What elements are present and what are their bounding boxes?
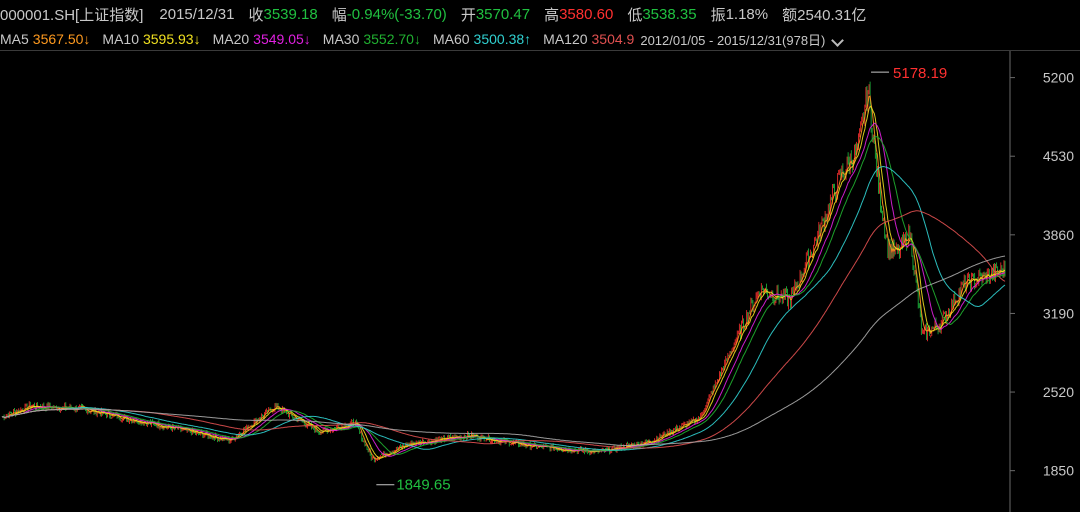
ma20-value: 3549.05↓ [253,31,311,47]
y-tick-label: 4530 [1043,148,1074,164]
ma20-label: MA20 [212,31,250,47]
quote-date: 2015/12/31 [159,5,235,23]
ma5-value: 3567.50↓ [32,31,91,47]
ma10-label: MA10 [102,31,139,47]
candles [2,81,1006,463]
quote-header: 000001.SH[上证指数] 2015/12/31 收 3539.18 幅 -… [0,2,1080,26]
ma-line-ma250 [1,255,1006,446]
y-tick-label: 3190 [1043,305,1074,321]
close-label: 收 [248,6,264,24]
low-label: 低 [627,6,643,24]
ma-line-ma60 [1,165,1006,451]
change-value: -0.94%(-33.70) [346,5,447,23]
high-value: 3580.60 [559,5,614,23]
min-label: 1849.65 [396,477,450,494]
ma-line-ma120 [1,210,1006,449]
ma120-label: MA120 [543,31,588,47]
low-value: 3538.35 [642,5,697,23]
symbol-name: 000001.SH[上证指数] [0,6,144,24]
amount-label: 额 [782,6,798,24]
max-label: 5178.19 [893,65,947,82]
ma-line-ma10 [1,105,1006,459]
chevron-down-icon[interactable] [831,32,845,46]
ma-legend-bar: MA5 3567.50↓ MA10 3595.93↓ MA20 3549.05↓… [0,28,1080,50]
ma30-label: MA30 [322,31,360,47]
ma30-value: 3552.70↓ [363,31,421,47]
date-range: 2012/01/05 - 2015/12/31(978日) [640,32,826,48]
ma120-value: 3504.9 [591,31,635,47]
ma-line-ma30 [1,136,1005,455]
open-label: 开 [460,6,476,24]
high-label: 高 [544,6,560,24]
close-value: 3539.18 [263,5,318,23]
ma60-label: MA60 [432,31,470,47]
y-tick-label: 2520 [1043,384,1074,400]
candlestick-chart[interactable]: 5200 4530 3860 3190 2520 1850 5178.19 1849.65 [0,50,1080,512]
ma60-value: 3500.38↑ [473,31,532,47]
y-tick-label: 5200 [1043,70,1074,86]
change-label: 幅 [331,6,347,24]
y-tick-label: 3860 [1043,227,1074,243]
open-value: 3570.47 [475,5,531,23]
y-tick-label: 1850 [1043,463,1074,479]
ma5-label: MA5 [0,31,29,47]
amount-value: 2540.31亿 [797,6,867,24]
ma-line-ma20 [1,122,1005,457]
ma10-value: 3595.93↓ [142,31,201,47]
amp-value: 1.18% [725,5,769,23]
amp-label: 振 [710,6,726,24]
